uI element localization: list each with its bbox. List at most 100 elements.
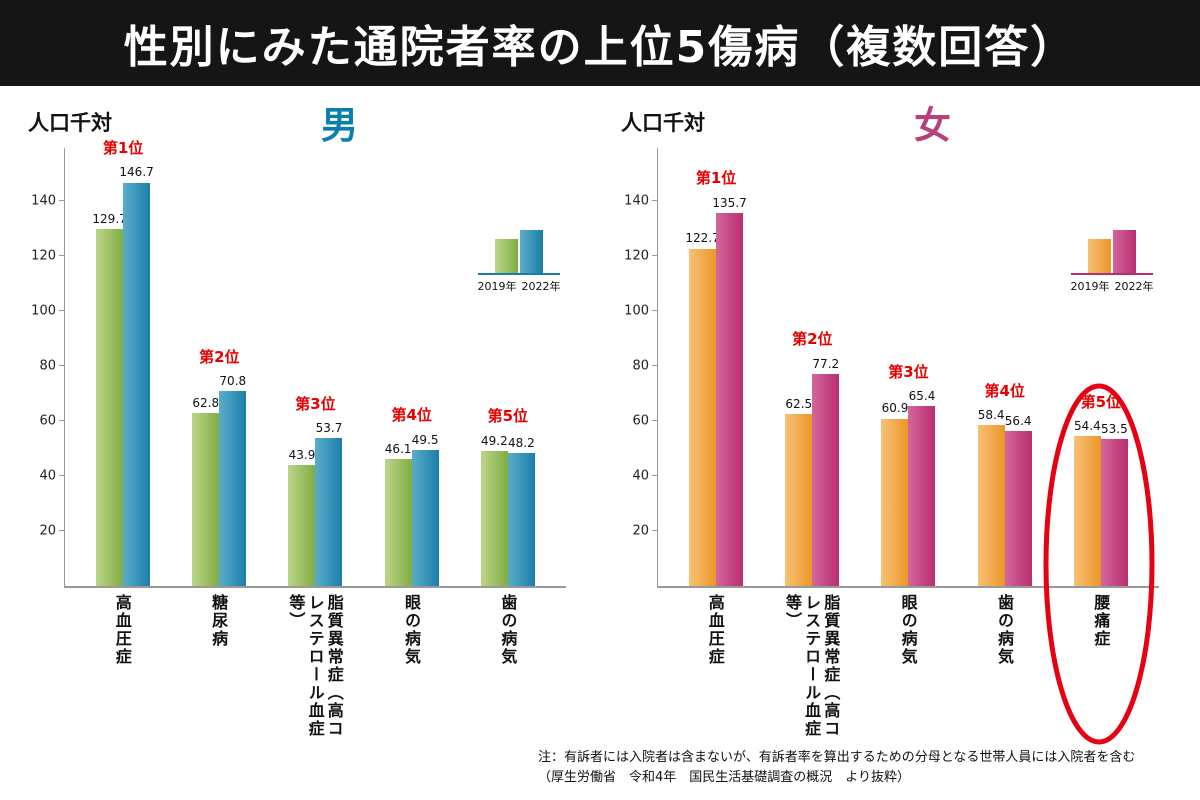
value-label: 53.7 [315, 421, 343, 436]
value-label: 53.5 [1100, 421, 1128, 436]
footnote-line1: 注：有訴者には入院者は含まないが、有訴者率を算出するための分母となる世帯人員には… [538, 750, 1136, 765]
y-tick-label: 20 [39, 523, 56, 539]
y-tick-mark [652, 365, 658, 366]
bar-group: 43.9 53.7 第3位 [271, 148, 359, 586]
bar-2022年 [411, 449, 439, 586]
bar-2019年 [96, 229, 124, 586]
bar-group: 54.4 53.5 第5位 [1057, 148, 1145, 586]
value-label: 49.2 [480, 433, 508, 448]
y-tick-mark [59, 420, 65, 421]
bar-group: 58.4 56.4 第4位 [961, 148, 1049, 586]
bar-group: 49.2 48.2 第5位 [464, 148, 552, 586]
value-label: 70.8 [219, 374, 247, 389]
y-tick-label: 120 [624, 248, 649, 264]
plot-area: 20 40 60 80 100 120 140 122.7 135.7 第1位 62.5 77.2 第2… [624, 148, 1159, 588]
rank-label: 第2位 [792, 330, 833, 349]
y-tick-mark [59, 475, 65, 476]
value-label: 49.5 [411, 432, 439, 447]
unit-label: 人口千対 [621, 111, 705, 135]
category-label: 腰痛症 [1091, 594, 1111, 648]
y-tick-label: 40 [39, 468, 56, 484]
bar-2022年 [123, 182, 151, 586]
bar-2022年 [812, 373, 840, 586]
legend-label: 2019年 [1070, 280, 1110, 293]
y-tick-label: 120 [31, 248, 56, 264]
value-label: 122.7 [685, 231, 720, 246]
y-tick-label: 80 [39, 358, 56, 374]
category-label: 脂質異常症（高コレステロール血症等） [286, 594, 344, 738]
footnote: 注：有訴者には入院者は含まないが、有訴者率を算出するための分母となる世帯人員には… [538, 748, 1135, 788]
category-label: 高血圧症 [112, 594, 132, 666]
value-label: 62.8 [192, 396, 220, 411]
bar-2022年 [507, 453, 535, 586]
legend: 2019年 2022年 [476, 230, 562, 294]
y-tick-mark [59, 200, 65, 201]
category-labels: 高血圧症 糖尿病 脂質異常症（高コレステロール血症等） 眼の病気 歯の病気 [64, 588, 566, 744]
bar-group: 62.8 70.8 第2位 [175, 148, 263, 586]
value-label: 146.7 [119, 165, 154, 180]
legend-bar-2019年 [495, 239, 518, 273]
y-tick-mark [652, 420, 658, 421]
legend-bar-2022年 [1113, 230, 1136, 273]
y-tick-mark [59, 365, 65, 366]
value-label: 56.4 [1004, 413, 1032, 428]
legend-bar-2022年 [520, 230, 543, 273]
rank-label: 第1位 [102, 139, 144, 158]
rank-label: 第4位 [984, 381, 1025, 400]
category-labels: 高血圧症 脂質異常症（高コレステロール血症等） 眼の病気 歯の病気 腰痛症 [657, 588, 1159, 744]
category-label: 高血圧症 [705, 594, 725, 666]
bar-2022年 [315, 438, 343, 586]
rank-label: 第5位 [1080, 392, 1122, 411]
bar-2019年 [689, 248, 717, 586]
rank-label: 第5位 [487, 407, 529, 426]
bar-2022年 [219, 391, 247, 586]
bar-group: 46.1 49.5 第4位 [368, 148, 456, 586]
bar-2022年 [716, 212, 744, 586]
unit-label: 人口千対 [28, 111, 112, 135]
chart-title: 女 [914, 104, 951, 147]
y-tick-mark [59, 310, 65, 311]
bar-2019年 [1073, 436, 1101, 586]
y-tick-label: 100 [624, 303, 649, 319]
bar-2019年 [288, 465, 316, 586]
plot-area: 20 40 60 80 100 120 140 129.7 146.7 第1位 62.8 70.8 第2… [31, 140, 566, 588]
bar-2019年 [977, 425, 1005, 586]
legend: 2019年 2022年 [1069, 230, 1155, 294]
bar-group: 60.9 65.4 第3位 [864, 148, 952, 586]
y-tick-mark [59, 530, 65, 531]
legend-bar-2019年 [1088, 239, 1111, 273]
bar-2022年 [1004, 430, 1032, 586]
y-tick-label: 60 [632, 413, 649, 429]
rank-label: 第2位 [199, 347, 240, 366]
y-tick-label: 80 [632, 358, 649, 374]
value-label: 77.2 [812, 356, 840, 371]
page-title: 性別にみた通院者率の上位5傷病（複数回答） [123, 22, 1077, 73]
chart-panel: 人口千対 男 20 40 60 80 100 120 140 129.7 146.7 第1位 62.… [16, 96, 591, 744]
y-tick-mark [652, 530, 658, 531]
y-tick-mark [652, 255, 658, 256]
value-label: 46.1 [384, 442, 412, 457]
legend-baseline [478, 273, 560, 275]
y-tick-label: 60 [39, 413, 56, 429]
value-label: 58.4 [977, 408, 1005, 423]
legend-baseline [1071, 273, 1153, 275]
value-label: 62.5 [785, 396, 813, 411]
bar-2019年 [384, 459, 412, 586]
bar-2022年 [1100, 438, 1128, 586]
y-tick-label: 100 [31, 303, 56, 319]
bar-2019年 [192, 413, 220, 586]
legend-label: 2022年 [521, 280, 561, 293]
bar-2019年 [480, 450, 508, 586]
category-label: 脂質異常症（高コレステロール血症等） [782, 594, 841, 738]
legend-label: 2019年 [477, 280, 517, 293]
y-tick-mark [652, 475, 658, 476]
y-tick-label: 40 [632, 468, 649, 484]
value-label: 65.4 [908, 388, 936, 403]
chart-panel-head: 人口千対 男 [16, 96, 591, 148]
bar-2022年 [908, 406, 936, 586]
bar-group: 62.5 77.2 第2位 [768, 148, 856, 586]
category-label: 歯の病気 [994, 594, 1014, 666]
rank-label: 第3位 [295, 394, 336, 413]
value-label: 48.2 [507, 436, 535, 451]
y-tick-mark [59, 255, 65, 256]
